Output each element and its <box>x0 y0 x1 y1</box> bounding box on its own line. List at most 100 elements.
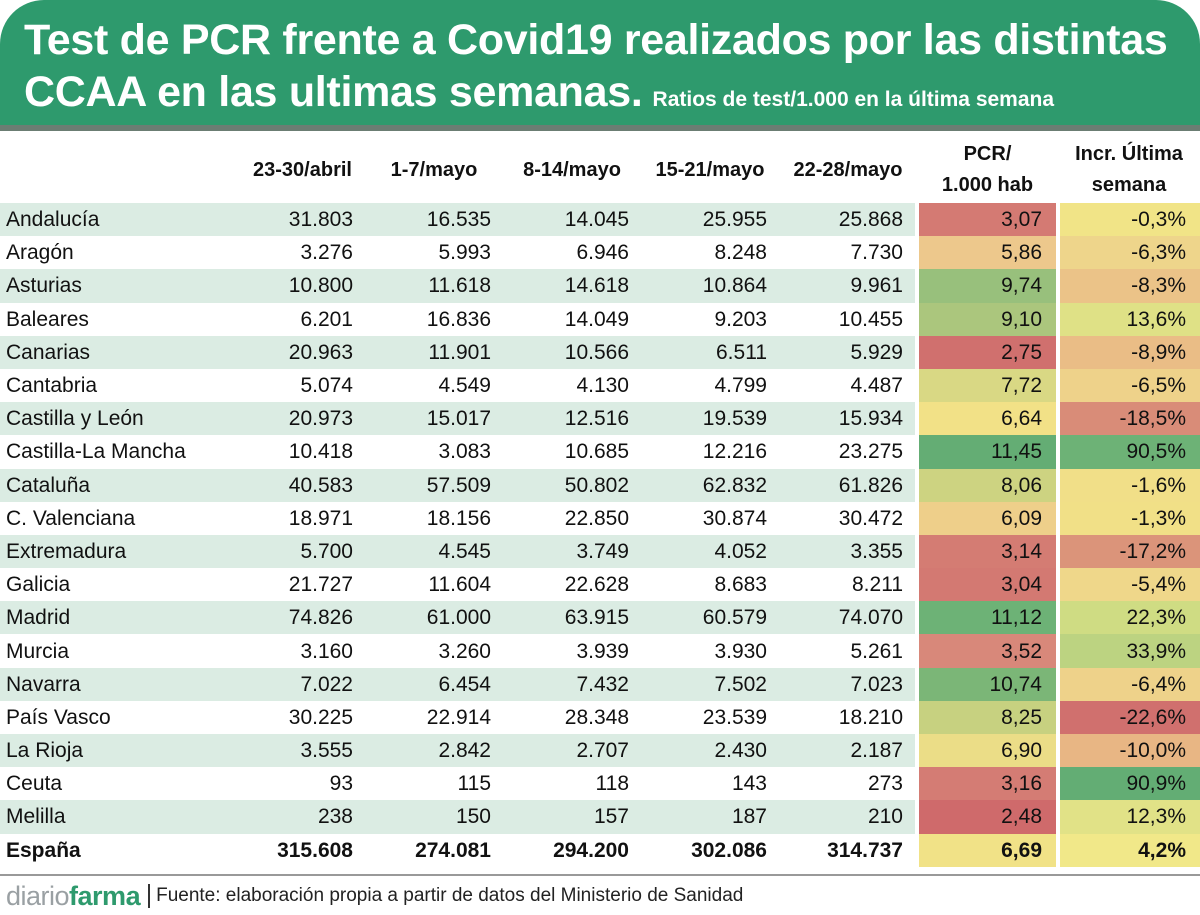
region-cell: C. Valenciana <box>6 506 136 530</box>
ratio-cell: 3,52 <box>915 634 1058 668</box>
value-cell: 23.275 <box>838 440 903 464</box>
value-cell: 16.535 <box>365 203 503 237</box>
ratio-cell: 8,06 <box>915 468 1058 502</box>
table-row: Navarra 7.022 6.454 7.432 7.502 7.023 10,74 -6,… <box>0 667 1200 701</box>
value-cell: 3.939 <box>576 639 629 663</box>
column-header-4: 15-21/mayo <box>655 158 765 181</box>
column-header-6: PCR/1.000 hab <box>941 143 1034 196</box>
region-cell: Cantabria <box>6 374 98 398</box>
value-cell: 11.604 <box>428 573 491 597</box>
value-cell: 10.864 <box>641 269 779 303</box>
column-header-3: 8-14/mayo <box>523 158 621 181</box>
value-cell: 74.826 <box>240 601 365 635</box>
value-cell: 2.707 <box>503 734 641 768</box>
ratio-cell: 2,48 <box>915 800 1058 834</box>
region-cell: Cataluña <box>0 468 240 502</box>
ratio-cell: 9,74 <box>915 269 1058 303</box>
region-cell: España <box>6 838 81 862</box>
value-cell: 20.963 <box>240 335 365 369</box>
region-cell: La Rioja <box>0 734 240 768</box>
value-cell: 20.973 <box>240 402 365 436</box>
increase-cell: -6,3% <box>1056 236 1200 270</box>
value-cell: 10.800 <box>240 269 365 303</box>
table-row: Aragón 3.276 5.993 6.946 8.248 7.730 5,86 -6,3% <box>0 236 1200 270</box>
value-cell: 6.511 <box>641 335 779 369</box>
value-cell: 22.850 <box>564 506 629 530</box>
value-cell: 6.454 <box>365 667 503 701</box>
value-cell: 14.045 <box>503 203 641 237</box>
increase-cell: -1,6% <box>1056 468 1200 502</box>
increase-cell: -6,5% <box>1056 368 1200 403</box>
value-cell: 210 <box>779 800 917 834</box>
value-cell: 14.049 <box>564 307 629 331</box>
ratio-cell: 6,69 <box>915 833 1058 867</box>
ratio-cell: 3,04 <box>915 568 1058 602</box>
increase-cell: 13,6% <box>1056 302 1200 336</box>
increase-cell: 90,5% <box>1056 435 1200 469</box>
value-cell: 10.685 <box>564 440 629 464</box>
value-cell: 7.023 <box>779 667 917 701</box>
ratio-cell: 3,07 <box>915 203 1058 237</box>
chart-title-line1: Test de PCR frente a Covid19 realizados … <box>24 16 1168 64</box>
value-cell: 8.683 <box>714 573 767 597</box>
value-cell: 15.017 <box>365 402 503 436</box>
table-row: Castilla y León 20.973 15.017 12.516 19.539 1… <box>0 402 1200 436</box>
value-cell: 12.516 <box>503 402 641 436</box>
value-cell: 22.914 <box>426 705 491 729</box>
increase-cell: 90,9% <box>1056 767 1200 801</box>
column-header-5: 22-28/mayo <box>793 158 903 181</box>
value-cell: 143 <box>731 772 767 796</box>
value-cell: 118 <box>595 772 629 796</box>
increase-cell: -22,6% <box>1056 700 1200 734</box>
value-cell: 5.700 <box>240 534 365 569</box>
table-row: Baleares 6.201 16.836 14.049 9.203 10.455 9,10… <box>0 302 1200 336</box>
value-cell: 5.074 <box>300 374 353 398</box>
pcr-table: 23-30/abril 1-7/mayo 8-14/mayo 15-21/mayo 22… <box>0 137 1200 867</box>
ratio-cell: 3,14 <box>915 534 1058 569</box>
value-cell: 10.418 <box>288 440 353 464</box>
value-cell: 3.355 <box>779 534 917 569</box>
region-cell: Aragón <box>6 241 74 265</box>
value-cell: 57.509 <box>365 468 503 502</box>
value-cell: 22.628 <box>564 573 629 597</box>
value-cell: 63.915 <box>503 601 641 635</box>
table-row: Andalucía 31.803 16.535 14.045 25.955 25.868 3… <box>0 203 1200 237</box>
region-cell: Melilla <box>0 800 240 834</box>
region-cell: Baleares <box>6 307 89 331</box>
ratio-cell: 7,72 <box>915 368 1058 403</box>
value-cell: 18.156 <box>426 506 491 530</box>
increase-cell: 22,3% <box>1056 601 1200 635</box>
ratio-cell: 2,75 <box>915 335 1058 369</box>
value-cell: 16.836 <box>426 307 491 331</box>
value-cell: 61.000 <box>365 601 503 635</box>
value-cell: 7.502 <box>641 667 779 701</box>
value-cell: 4.549 <box>438 374 491 398</box>
value-cell: 3.555 <box>240 734 365 768</box>
value-cell: 18.971 <box>288 506 353 530</box>
value-cell: 21.727 <box>288 573 353 597</box>
value-cell: 61.826 <box>779 468 917 502</box>
value-cell: 7.022 <box>240 667 365 701</box>
increase-cell: -0,3% <box>1056 203 1200 237</box>
value-cell: 25.955 <box>641 203 779 237</box>
column-header-2: 1-7/mayo <box>390 158 478 181</box>
increase-cell: -18,5% <box>1056 402 1200 436</box>
table-row: Murcia 3.160 3.260 3.939 3.930 5.261 3,52 33,9% <box>0 634 1200 668</box>
value-cell: 294.200 <box>553 838 629 862</box>
table-row: Ceuta 93 115 118 143 273 3,16 90,9% <box>0 767 1200 801</box>
value-cell: 314.737 <box>827 838 903 862</box>
region-cell: Asturias <box>0 269 240 303</box>
value-cell: 50.802 <box>503 468 641 502</box>
value-cell: 18.210 <box>838 705 903 729</box>
region-cell: Ceuta <box>6 772 63 796</box>
value-cell: 9.961 <box>779 269 917 303</box>
chart-subtitle: Ratios de test/1.000 en la última semana <box>652 88 1055 111</box>
value-cell: 3.930 <box>714 639 767 663</box>
header-divider <box>0 125 1200 131</box>
region-cell: Murcia <box>6 639 70 663</box>
value-cell: 5.929 <box>779 335 917 369</box>
value-cell: 10.455 <box>838 307 903 331</box>
value-cell: 8.211 <box>852 573 903 597</box>
table-row: Madrid 74.826 61.000 63.915 60.579 74.070 11,1… <box>0 601 1200 635</box>
title-banner: Test de PCR frente a Covid19 realizados … <box>0 0 1200 125</box>
